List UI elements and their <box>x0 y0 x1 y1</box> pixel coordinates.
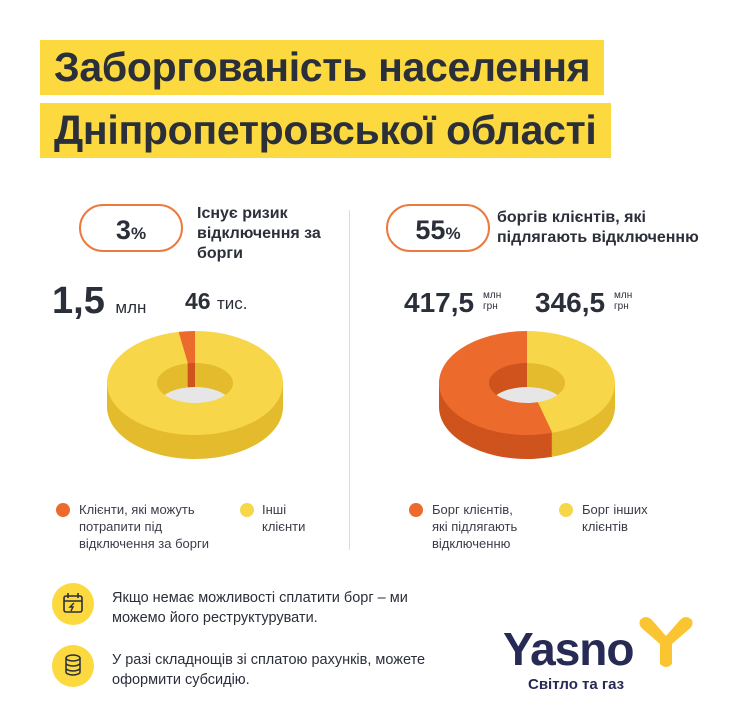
legend-swatch <box>559 503 573 517</box>
value-label: 417,5 <box>404 287 474 319</box>
annotation: Існує ризик відключення за борги <box>197 205 321 262</box>
value-unit-line: млн <box>483 290 502 301</box>
donut-segment <box>106 331 283 436</box>
value-number: 1,5 <box>52 280 105 322</box>
donut-segment <box>527 331 616 433</box>
highlight-unit: % <box>130 224 147 243</box>
value-unit: тис. <box>216 294 248 313</box>
value-label: 346,5 <box>535 287 605 319</box>
highlight-unit: % <box>445 224 461 243</box>
value-number: 46 <box>185 288 211 314</box>
value-number: 346,5 <box>535 287 606 318</box>
legend-swatch <box>240 503 254 517</box>
legend-label: Клієнти, які можуть потрапити під відклю… <box>79 502 209 551</box>
calendar-icon <box>52 583 94 625</box>
value-unit: млн грн <box>483 290 501 312</box>
tip-text: Якщо немає можливості сплатити борг – ми… <box>112 590 408 626</box>
highlight-badge: 55% <box>386 204 490 252</box>
value-number: 417,5 <box>404 287 475 318</box>
coins-icon <box>52 645 94 687</box>
value-unit-line: млн <box>614 290 633 301</box>
highlight-value: 55 <box>415 215 446 245</box>
brand-name: Yasno <box>503 623 635 675</box>
legend-label: Борг клієнтів, які підлягають відключенн… <box>432 502 518 551</box>
value-unit-line: грн <box>483 301 498 312</box>
donut-segment <box>178 331 195 364</box>
value-unit: млн грн <box>614 290 632 312</box>
annotation: боргів клієнтів, які підлягають відключе… <box>497 209 699 246</box>
title-line: Дніпропетровської області <box>40 103 611 158</box>
value-unit: млн <box>115 298 147 317</box>
brand-tagline: Світло та газ <box>528 676 625 693</box>
legend-label: Інші клієнти <box>262 502 306 534</box>
highlight-value: 3 <box>115 215 131 245</box>
title-line: Заборгованість населення <box>40 40 605 95</box>
brand-logo <box>639 617 693 667</box>
value-label: 46 тис. <box>185 288 248 315</box>
tip-text: У разі складнощів зі сплатою рахунків, м… <box>112 652 426 688</box>
highlight-badge: 3% <box>79 204 183 252</box>
legend-swatch <box>56 503 70 517</box>
value-unit-line: грн <box>614 301 629 312</box>
legend-swatch <box>409 503 423 517</box>
legend-label: Борг інших клієнтів <box>582 502 648 534</box>
donut-segment <box>439 331 553 435</box>
value-label: 1,5 млн <box>52 280 146 323</box>
divider <box>349 210 350 550</box>
